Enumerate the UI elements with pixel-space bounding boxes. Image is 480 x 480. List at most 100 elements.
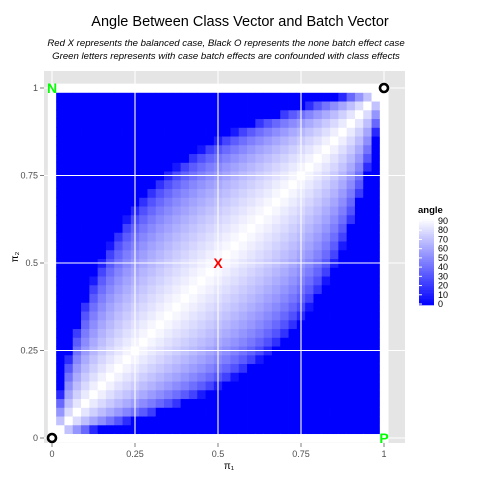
heatmap-cell (139, 424, 148, 435)
heatmap-cell (238, 424, 248, 435)
heatmap-cell (230, 92, 240, 102)
heatmap-cell (371, 284, 381, 295)
heatmap-cell (97, 153, 107, 163)
heatmap-cell (247, 398, 256, 408)
heatmap-cell (197, 162, 206, 172)
heatmap-cell (238, 144, 248, 155)
heatmap-cell (89, 293, 99, 303)
heatmap-cell (64, 179, 74, 190)
heatmap-cell (147, 249, 157, 260)
heatmap-cell (247, 424, 256, 435)
heatmap-cell (97, 127, 107, 137)
heatmap-cell (205, 241, 215, 251)
heatmap-cell (371, 302, 381, 312)
legend-color-step (419, 287, 434, 291)
heatmap-cell (313, 162, 323, 172)
heatmap-cell (139, 118, 148, 128)
heatmap-cell (280, 127, 289, 137)
heatmap-cell (180, 153, 190, 163)
heatmap-cell (188, 249, 198, 260)
heatmap-cell (64, 328, 74, 338)
heatmap-cell (255, 319, 265, 330)
heatmap-cell (105, 127, 115, 137)
heatmap-cell (288, 101, 298, 111)
heatmap-cell (97, 337, 107, 347)
legend-label: 20 (438, 281, 448, 291)
heatmap-cell (188, 127, 198, 137)
heatmap-cell (238, 276, 248, 286)
heatmap-cell (180, 416, 190, 426)
heatmap-cell (197, 337, 206, 347)
heatmap-cell (321, 136, 331, 146)
heatmap-cell (188, 398, 198, 408)
heatmap-cell (122, 127, 132, 137)
heatmap-cell (330, 276, 339, 286)
heatmap-cell (371, 118, 381, 128)
heatmap-cell (81, 398, 90, 408)
heatmap-cell (72, 354, 82, 365)
heatmap-cell (321, 293, 331, 303)
heatmap-cell (139, 101, 148, 111)
heatmap-cell (330, 136, 339, 146)
heatmap-cell (122, 162, 132, 172)
heatmap-cell (338, 354, 348, 365)
heatmap-cell (354, 101, 364, 111)
heatmap-cell (238, 241, 248, 251)
heatmap-cell (305, 354, 314, 365)
heatmap-cell (81, 197, 90, 207)
heatmap-cell (205, 153, 215, 163)
heatmap-cell (122, 416, 132, 426)
heatmap-cell (105, 328, 115, 338)
heatmap-cell (247, 372, 256, 382)
heatmap-cell (247, 407, 256, 417)
heatmap-cell (288, 302, 298, 312)
heatmap-cell (288, 363, 298, 373)
heatmap-cell (280, 232, 289, 242)
heatmap-cell (371, 407, 381, 417)
heatmap-cell (172, 92, 182, 102)
heatmap-cell (280, 223, 289, 233)
heatmap-cell (305, 293, 314, 303)
heatmap-cell (371, 424, 381, 435)
heatmap-cell (280, 188, 289, 198)
heatmap-cell (188, 293, 198, 303)
heatmap-cell (230, 267, 240, 277)
heatmap-cell (230, 162, 240, 172)
heatmap-cell (255, 136, 265, 146)
heatmap-cell (305, 136, 314, 146)
heatmap-cell (155, 416, 165, 426)
heatmap-cell (164, 311, 173, 321)
heatmap-cell (197, 407, 206, 417)
heatmap-cell (89, 232, 99, 242)
heatmap-cell (114, 319, 123, 330)
heatmap-cell (280, 197, 289, 207)
heatmap-cell (172, 381, 182, 391)
heatmap-cell (313, 302, 323, 312)
heatmap-cell (205, 214, 215, 225)
heatmap-cell (197, 293, 206, 303)
heatmap-cell (147, 101, 157, 111)
heatmap-cell (313, 276, 323, 286)
heatmap-cell (247, 311, 256, 321)
heatmap-cell (230, 197, 240, 207)
heatmap-cell (238, 389, 248, 400)
heatmap-cell (338, 223, 348, 233)
heatmap-cell (346, 241, 356, 251)
heatmap-cell (197, 372, 206, 382)
heatmap-cell (72, 144, 82, 155)
heatmap-cell (147, 188, 157, 198)
heatmap-cell (139, 127, 148, 137)
heatmap-cell (330, 241, 339, 251)
heatmap-cell (338, 328, 348, 338)
heatmap-cell (172, 101, 182, 111)
heatmap-cell (72, 118, 82, 128)
heatmap-cell (271, 197, 281, 207)
heatmap-cell (354, 127, 364, 137)
heatmap-cell (280, 311, 289, 321)
heatmap-cell (72, 179, 82, 190)
legend-color-step (419, 274, 434, 278)
heatmap-cell (81, 372, 90, 382)
heatmap-cell (338, 162, 348, 172)
heatmap-cell (114, 206, 123, 216)
heatmap-cell (105, 118, 115, 128)
